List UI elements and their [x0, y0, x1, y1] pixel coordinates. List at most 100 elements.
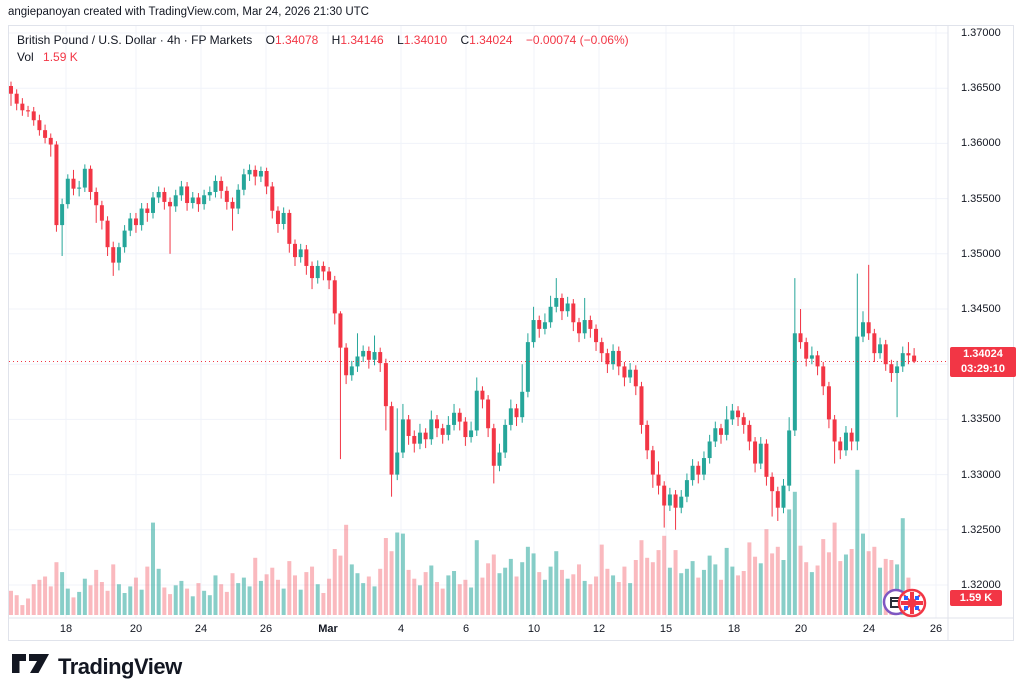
candle-body: [832, 419, 837, 442]
symbol-title[interactable]: British Pound / U.S. Dollar: [17, 33, 157, 47]
volume-bar: [554, 551, 559, 615]
volume-bar: [94, 569, 99, 615]
volume-bar: [133, 577, 138, 615]
candle-body: [508, 408, 513, 425]
price-tick-label: 1.35000: [961, 247, 1001, 260]
volume-bar: [497, 573, 502, 615]
candle-body: [469, 430, 474, 438]
volume-bar: [753, 556, 758, 615]
candle-body: [99, 205, 104, 221]
volume-bar: [872, 546, 877, 615]
volume-bar: [832, 522, 837, 615]
volume-bar: [48, 586, 53, 615]
volume-bar: [474, 540, 479, 615]
volume-bar: [826, 552, 831, 615]
candle-body: [684, 480, 689, 497]
candle-body: [594, 328, 599, 343]
candle-body: [383, 363, 388, 407]
volume-bar: [736, 575, 741, 615]
candle-body: [389, 406, 394, 475]
candle-body: [236, 189, 241, 209]
candle-body: [531, 320, 536, 343]
volume-bar: [116, 584, 121, 615]
volume-bar: [792, 491, 797, 615]
volume-bar: [878, 567, 883, 615]
candle-body: [582, 320, 587, 334]
volume-bar: [747, 542, 752, 615]
open-label: O: [265, 33, 275, 47]
candle-body: [423, 432, 428, 440]
candle-body: [327, 271, 332, 281]
candlestick-chart[interactable]: [9, 26, 1013, 640]
volume-bar: [230, 573, 235, 615]
volume-bar: [861, 533, 865, 615]
candle-body: [900, 353, 905, 367]
uk-flag-icon: [897, 588, 927, 618]
candle-body: [417, 432, 422, 444]
candle-body: [633, 369, 638, 387]
candle-body: [497, 452, 502, 466]
volume-bar: [310, 566, 315, 615]
volume-bar: [349, 564, 354, 615]
candle-body: [332, 280, 337, 314]
candle-body: [338, 313, 343, 348]
candle-body: [474, 390, 479, 431]
volume-bar: [71, 597, 76, 615]
volume-bar: [162, 587, 167, 615]
candle-body: [838, 441, 843, 451]
candle-body: [196, 197, 201, 205]
candle-body: [111, 247, 116, 263]
volume-bar: [355, 573, 360, 615]
volume-bar: [491, 554, 496, 615]
volume-bar: [258, 580, 263, 615]
candle-body: [883, 344, 888, 365]
volume-bar: [43, 576, 48, 615]
candle-body: [105, 220, 110, 248]
volume-bar: [719, 579, 723, 615]
volume-bar: [883, 558, 888, 615]
interval-label[interactable]: 4h: [167, 33, 181, 47]
candle-body: [520, 391, 525, 418]
volume-bar: [548, 566, 553, 615]
volume-bar: [821, 539, 826, 615]
time-tick-label: 26: [259, 623, 273, 635]
volume-bar: [684, 568, 689, 615]
candle-body: [139, 208, 144, 226]
volume-bar: [315, 584, 320, 615]
candle-body: [559, 297, 564, 312]
candle-body: [446, 424, 451, 435]
candle-body: [542, 322, 547, 329]
volume-bar: [571, 574, 576, 615]
price-tick-label: 1.32500: [961, 523, 1001, 536]
candle-body: [525, 342, 530, 392]
tradingview-logo[interactable]: TradingView: [12, 654, 182, 680]
candle-body: [71, 178, 76, 189]
candle-body: [452, 412, 457, 425]
candle-body: [673, 494, 678, 508]
volume-bar: [559, 569, 564, 615]
price-tick-label: 1.32000: [961, 579, 1001, 591]
market-label[interactable]: FP Markets: [191, 33, 253, 47]
volume-bar: [88, 585, 93, 615]
event-flag-icons[interactable]: [879, 586, 931, 620]
price-tick-label: 1.33000: [961, 468, 1001, 481]
volume-bar: [605, 568, 610, 615]
volume-bar: [213, 575, 218, 615]
volume-bar: [253, 557, 258, 615]
candle-body: [202, 195, 207, 205]
candle-body: [645, 424, 650, 451]
volume-bar: [764, 529, 769, 615]
candle-body: [14, 93, 19, 104]
candle-body: [349, 366, 354, 376]
legend-symbol-row: British Pound / U.S. Dollar · 4h · FP Ma…: [17, 32, 629, 49]
candle-body: [275, 210, 280, 224]
change-value: −0.00074 (−0.06%): [525, 33, 629, 47]
high-label: H: [331, 33, 341, 47]
volume-value: 1.59 K: [43, 50, 78, 64]
candle-body: [287, 212, 292, 244]
volume-bar: [168, 594, 173, 615]
time-tick-label: 18: [59, 623, 73, 635]
volume-bar: [20, 605, 25, 615]
volume-bar: [900, 518, 905, 615]
candle-body: [463, 421, 468, 438]
